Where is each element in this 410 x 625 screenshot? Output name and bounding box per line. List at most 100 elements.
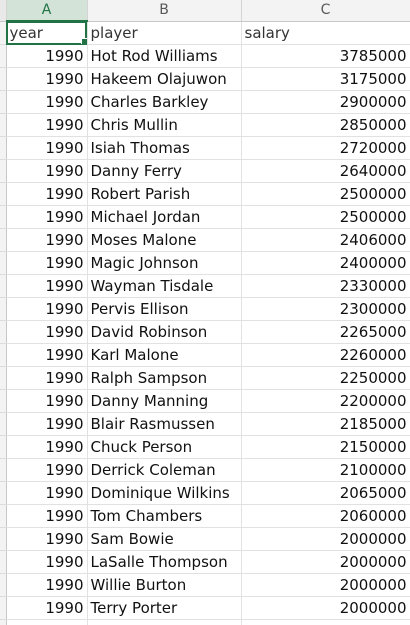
row-header[interactable]: [0, 90, 7, 114]
row-header[interactable]: [0, 228, 7, 252]
year-cell[interactable]: 1990: [6, 412, 88, 436]
row-header[interactable]: [0, 320, 7, 344]
row-header[interactable]: [0, 21, 7, 45]
empty-cell[interactable]: [6, 619, 88, 625]
row-header[interactable]: [0, 297, 7, 321]
row-header[interactable]: [0, 159, 7, 183]
row-header[interactable]: [0, 251, 7, 275]
salary-cell[interactable]: 2200000: [241, 389, 410, 413]
player-cell[interactable]: Hot Rod Williams: [87, 44, 242, 68]
salary-cell[interactable]: 2500000: [241, 205, 410, 229]
salary-cell[interactable]: 2330000: [241, 274, 410, 298]
player-cell[interactable]: Hakeem Olajuwon: [87, 67, 242, 91]
year-cell[interactable]: 1990: [6, 228, 88, 252]
salary-cell[interactable]: 2900000: [241, 90, 410, 114]
player-cell[interactable]: Willie Burton: [87, 573, 242, 597]
player-cell[interactable]: Ralph Sampson: [87, 366, 242, 390]
year-cell[interactable]: 1990: [6, 159, 88, 183]
row-header[interactable]: [0, 527, 7, 551]
year-cell[interactable]: 1990: [6, 527, 88, 551]
year-cell[interactable]: 1990: [6, 596, 88, 620]
salary-cell[interactable]: 2100000: [241, 458, 410, 482]
year-cell[interactable]: 1990: [6, 389, 88, 413]
salary-cell[interactable]: 2000000: [241, 596, 410, 620]
player-cell[interactable]: Danny Manning: [87, 389, 242, 413]
row-header[interactable]: [0, 573, 7, 597]
player-cell[interactable]: Charles Barkley: [87, 90, 242, 114]
year-cell[interactable]: 1990: [6, 343, 88, 367]
player-cell[interactable]: Dominique Wilkins: [87, 481, 242, 505]
row-header[interactable]: [0, 550, 7, 574]
player-cell[interactable]: Terry Porter: [87, 596, 242, 620]
salary-cell[interactable]: 2000000: [241, 573, 410, 597]
empty-cell[interactable]: [87, 619, 242, 625]
empty-cell[interactable]: [241, 619, 410, 625]
year-cell[interactable]: 1990: [6, 573, 88, 597]
select-all-corner[interactable]: [0, 0, 7, 22]
row-header[interactable]: [0, 182, 7, 206]
player-cell[interactable]: Tom Chambers: [87, 504, 242, 528]
year-cell[interactable]: 1990: [6, 366, 88, 390]
row-header[interactable]: [0, 67, 7, 91]
row-header[interactable]: [0, 504, 7, 528]
player-cell[interactable]: Michael Jordan: [87, 205, 242, 229]
row-header[interactable]: [0, 619, 7, 625]
row-header[interactable]: [0, 481, 7, 505]
row-header[interactable]: [0, 44, 7, 68]
player-cell[interactable]: Isiah Thomas: [87, 136, 242, 160]
row-header[interactable]: [0, 343, 7, 367]
player-cell[interactable]: Chuck Person: [87, 435, 242, 459]
player-cell[interactable]: Danny Ferry: [87, 159, 242, 183]
row-header[interactable]: [0, 596, 7, 620]
row-header[interactable]: [0, 274, 7, 298]
salary-cell[interactable]: 2265000: [241, 320, 410, 344]
year-cell[interactable]: 1990: [6, 182, 88, 206]
player-cell[interactable]: Magic Johnson: [87, 251, 242, 275]
player-cell[interactable]: Blair Rasmussen: [87, 412, 242, 436]
salary-cell[interactable]: 3175000: [241, 67, 410, 91]
player-cell[interactable]: Derrick Coleman: [87, 458, 242, 482]
year-cell[interactable]: 1990: [6, 481, 88, 505]
salary-cell[interactable]: 2185000: [241, 412, 410, 436]
player-cell[interactable]: Chris Mullin: [87, 113, 242, 137]
year-cell[interactable]: 1990: [6, 550, 88, 574]
salary-cell[interactable]: 2500000: [241, 182, 410, 206]
row-header[interactable]: [0, 205, 7, 229]
salary-cell[interactable]: 2720000: [241, 136, 410, 160]
player-cell[interactable]: Robert Parish: [87, 182, 242, 206]
row-header[interactable]: [0, 366, 7, 390]
salary-cell[interactable]: 2850000: [241, 113, 410, 137]
year-cell[interactable]: 1990: [6, 136, 88, 160]
column-header-c[interactable]: C: [241, 0, 410, 22]
salary-cell[interactable]: 2300000: [241, 297, 410, 321]
row-header[interactable]: [0, 113, 7, 137]
column-header-a[interactable]: A: [6, 0, 88, 22]
player-cell[interactable]: Sam Bowie: [87, 527, 242, 551]
player-cell[interactable]: Wayman Tisdale: [87, 274, 242, 298]
row-header[interactable]: [0, 136, 7, 160]
year-cell[interactable]: 1990: [6, 320, 88, 344]
player-cell[interactable]: Pervis Ellison: [87, 297, 242, 321]
year-cell[interactable]: 1990: [6, 90, 88, 114]
salary-cell[interactable]: 2150000: [241, 435, 410, 459]
salary-cell[interactable]: 2260000: [241, 343, 410, 367]
player-cell[interactable]: Moses Malone: [87, 228, 242, 252]
year-cell[interactable]: 1990: [6, 435, 88, 459]
year-cell[interactable]: 1990: [6, 504, 88, 528]
year-cell[interactable]: 1990: [6, 274, 88, 298]
cell-c1[interactable]: salary: [241, 21, 410, 45]
year-cell[interactable]: 1990: [6, 67, 88, 91]
player-cell[interactable]: David Robinson: [87, 320, 242, 344]
salary-cell[interactable]: 2250000: [241, 366, 410, 390]
year-cell[interactable]: 1990: [6, 458, 88, 482]
year-cell[interactable]: 1990: [6, 251, 88, 275]
fill-handle[interactable]: [80, 38, 86, 44]
salary-cell[interactable]: 2400000: [241, 251, 410, 275]
row-header[interactable]: [0, 412, 7, 436]
row-header[interactable]: [0, 389, 7, 413]
salary-cell[interactable]: 2000000: [241, 550, 410, 574]
row-header[interactable]: [0, 435, 7, 459]
cell-b1[interactable]: player: [87, 21, 242, 45]
year-cell[interactable]: 1990: [6, 205, 88, 229]
cell-a1[interactable]: year: [6, 21, 88, 45]
